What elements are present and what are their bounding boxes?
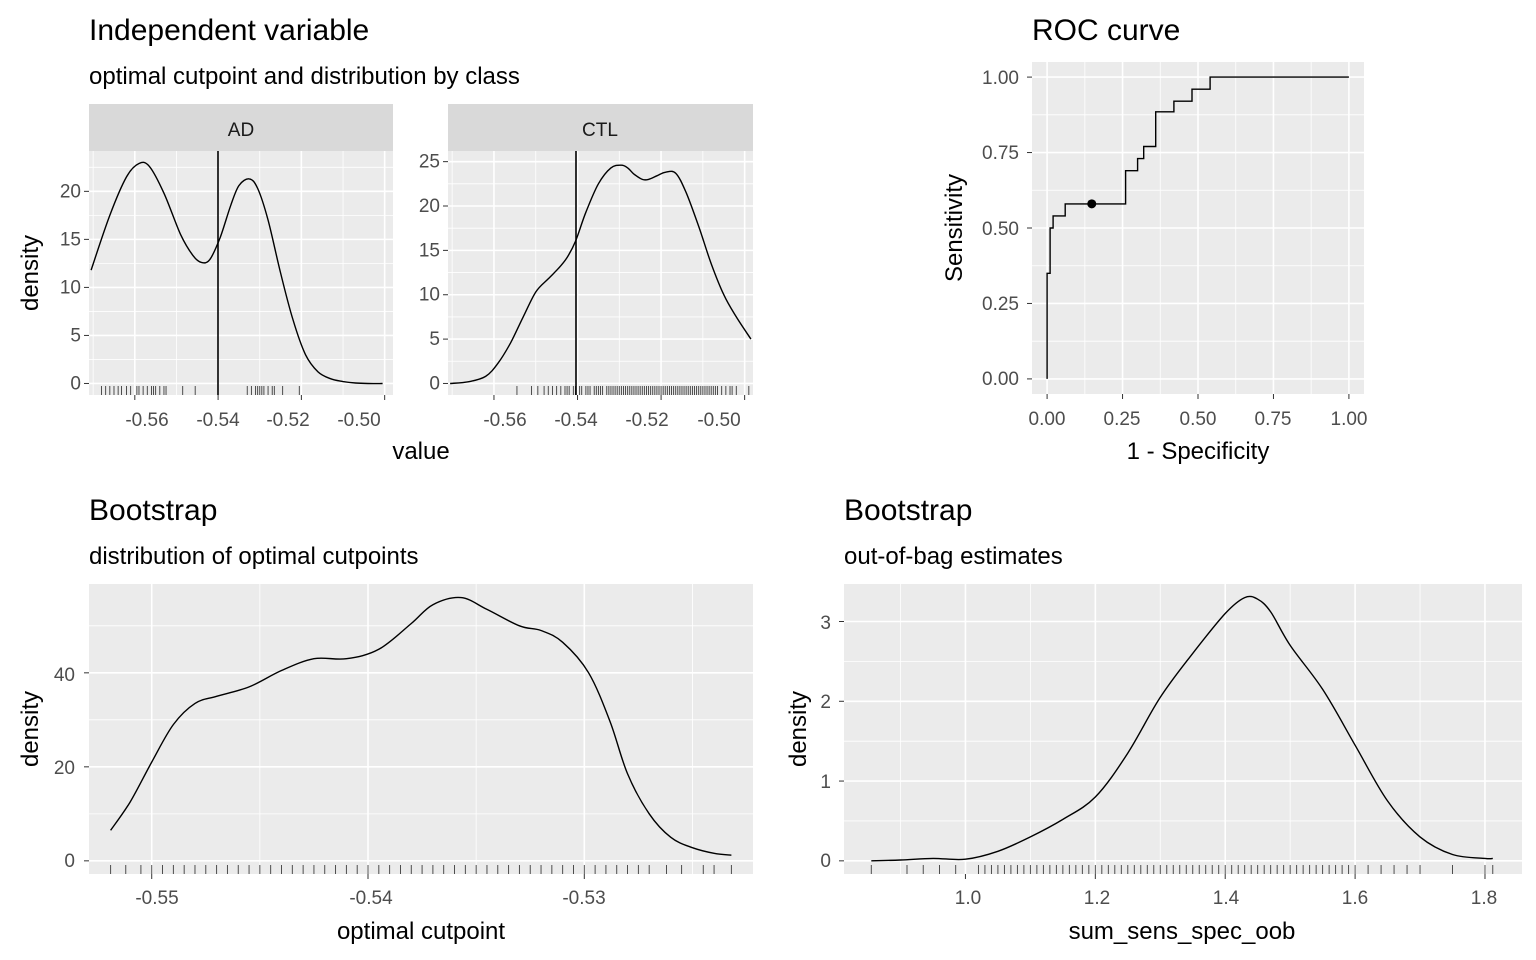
roc-x-tick-label: 0.50	[1180, 409, 1217, 430]
facet-ad-strip	[89, 104, 393, 151]
facet-ad-x-tick-label: -0.52	[266, 410, 309, 431]
roc-x-tick-labels: 0.00 0.25 0.50 0.75 1.00	[1029, 409, 1368, 430]
facet-ctl-y-tick-label: 15	[419, 240, 440, 261]
roc-x-tick-label: 0.75	[1255, 409, 1292, 430]
bootstrap-cutpoints-x-tick-label: -0.53	[562, 888, 605, 909]
facet-ctl: CTL 0 5 10 15 20 25 -0.56 -0.54 -0.52 -0.50	[419, 104, 753, 431]
roc-x-axis-title: 1 - Specificity	[1127, 438, 1270, 465]
bootstrap-oob-x-axis-title: sum_sens_spec_oob	[1069, 918, 1296, 945]
facet-ctl-x-tick-label: -0.50	[697, 410, 740, 431]
roc-y-tick-label: 0.50	[982, 219, 1019, 240]
bootstrap-cutpoints-y-tick-label: 20	[54, 758, 75, 779]
roc-x-tick-label: 0.00	[1029, 409, 1066, 430]
roc-curve-line	[1046, 76, 1349, 379]
roc-y-tick-label: 0.75	[982, 143, 1019, 164]
panel-bootstrap-oob: Bootstrap out-of-bag estimates 0 1 2 3 1…	[785, 494, 1522, 945]
facet-ctl-gridlines	[448, 151, 753, 400]
facet-ctl-y-tick-label: 0	[429, 373, 440, 394]
independent-subtitle: optimal cutpoint and distribution by cla…	[89, 63, 520, 90]
bootstrap-oob-y-tick-label: 3	[820, 613, 831, 634]
facet-ctl-x-tick-labels: -0.56 -0.54 -0.52 -0.50	[483, 410, 740, 431]
facet-ad-x-tick-label: -0.50	[337, 410, 380, 431]
bootstrap-oob-x-tick-label: 1.2	[1084, 888, 1110, 909]
bootstrap-oob-rug	[870, 865, 1494, 874]
roc-title: ROC curve	[1032, 14, 1180, 47]
independent-x-axis-title: value	[392, 438, 449, 465]
bootstrap-oob-y-tick-label: 1	[820, 772, 831, 793]
facet-ad-label: AD	[228, 120, 254, 141]
facet-ad-rug	[101, 386, 300, 395]
bootstrap-cutpoints-y-axis-title: density	[17, 691, 44, 767]
bootstrap-cutpoints-density-curve	[110, 596, 732, 856]
bootstrap-cutpoints-x-tick-label: -0.55	[135, 888, 178, 909]
facet-ctl-y-tick-labels: 0 5 10 15 20 25	[419, 152, 448, 394]
bootstrap-cutpoints-rug	[110, 865, 732, 874]
panel-independent-variable: Independent variable optimal cutpoint an…	[17, 14, 753, 465]
facet-ctl-rug	[516, 386, 750, 395]
roc-y-axis-title: Sensitivity	[941, 174, 968, 282]
bootstrap-oob-x-tick-label: 1.6	[1342, 888, 1368, 909]
bootstrap-oob-x-tick-label: 1.4	[1213, 888, 1240, 909]
roc-y-tick-labels: 0.00 0.25 0.50 0.75 1.00	[982, 68, 1019, 390]
roc-y-tick-label: 1.00	[982, 68, 1019, 89]
roc-y-tick-label: 0.00	[982, 369, 1019, 390]
roc-optimal-point	[1087, 199, 1097, 209]
bootstrap-cutpoints-x-axis-title: optimal cutpoint	[337, 918, 505, 945]
facet-ctl-x-tick-label: -0.56	[483, 410, 526, 431]
bootstrap-cutpoints-subtitle: distribution of optimal cutpoints	[89, 543, 419, 570]
facet-ctl-x-tick-label: -0.52	[625, 410, 668, 431]
independent-y-axis-title: density	[17, 235, 44, 311]
facet-ctl-plot-background	[448, 151, 753, 395]
bootstrap-oob-y-axis-title: density	[785, 691, 812, 767]
bootstrap-cutpoints-y-tick-label: 0	[64, 851, 75, 872]
bootstrap-oob-title: Bootstrap	[844, 494, 972, 527]
bootstrap-oob-y-tick-label: 0	[820, 851, 831, 872]
facet-ctl-y-tick-label: 25	[419, 152, 440, 173]
facet-ad-y-tick-label: 0	[70, 373, 81, 394]
facet-ad-x-tick-label: -0.56	[125, 410, 168, 431]
roc-x-tick-label: 0.25	[1104, 409, 1141, 430]
bootstrap-cutpoints-y-tick-labels: 0 20 40	[54, 665, 75, 872]
roc-x-tick-label: 1.00	[1331, 409, 1368, 430]
facet-ad-x-tick-label: -0.54	[196, 410, 240, 431]
facet-ad-y-tick-label: 5	[70, 325, 81, 346]
bootstrap-oob-y-tick-labels: 0 1 2 3	[820, 613, 831, 872]
facet-ad-density-curve	[90, 161, 383, 385]
bootstrap-oob-subtitle: out-of-bag estimates	[844, 543, 1063, 570]
facet-ctl-y-tick-label: 5	[429, 329, 440, 350]
bootstrap-oob-density-curve	[871, 595, 1493, 862]
facet-ad-y-tick-label: 20	[60, 181, 81, 202]
independent-title: Independent variable	[89, 14, 369, 47]
facet-ctl-strip	[448, 104, 753, 151]
roc-y-tick-label: 0.25	[982, 294, 1019, 315]
facet-ad-y-tick-label: 10	[60, 277, 81, 298]
panel-roc-curve: ROC curve 0.00 0.25 0.50 0.75 1.00 0.00 …	[941, 14, 1367, 465]
bootstrap-oob-x-tick-label: 1.0	[955, 888, 981, 909]
panel-bootstrap-cutpoints: Bootstrap distribution of optimal cutpoi…	[17, 494, 753, 945]
bootstrap-oob-plot-background	[844, 584, 1522, 874]
facet-ad-y-tick-label: 15	[60, 229, 81, 250]
facet-ad-x-tick-labels: -0.56 -0.54 -0.52 -0.50	[125, 410, 380, 431]
bootstrap-cutpoints-gridlines	[84, 584, 753, 879]
bootstrap-cutpoints-title: Bootstrap	[89, 494, 217, 527]
bootstrap-oob-y-tick-label: 2	[820, 692, 831, 713]
bootstrap-cutpoints-plot-background	[89, 584, 753, 874]
bootstrap-oob-x-tick-labels: 1.0 1.2 1.4 1.6 1.8	[955, 888, 1497, 909]
facet-ctl-y-tick-label: 10	[419, 285, 440, 306]
bootstrap-oob-gridlines	[839, 584, 1522, 879]
bootstrap-cutpoints-x-tick-label: -0.54	[349, 888, 393, 909]
bootstrap-cutpoints-y-tick-label: 40	[54, 665, 75, 686]
facet-ad: AD 0 5 10 15 20 -0.56 -0.54 -0.52 -0.50	[60, 104, 393, 431]
facet-ctl-label: CTL	[582, 120, 618, 141]
bootstrap-cutpoints-x-tick-labels: -0.55 -0.54 -0.53	[135, 888, 605, 909]
bootstrap-oob-x-tick-label: 1.8	[1471, 888, 1497, 909]
facet-ctl-density-curve	[450, 164, 752, 385]
facet-ctl-x-tick-label: -0.54	[554, 410, 598, 431]
facet-ad-y-tick-labels: 0 5 10 15 20	[60, 181, 89, 394]
facet-ctl-y-tick-label: 20	[419, 196, 440, 217]
